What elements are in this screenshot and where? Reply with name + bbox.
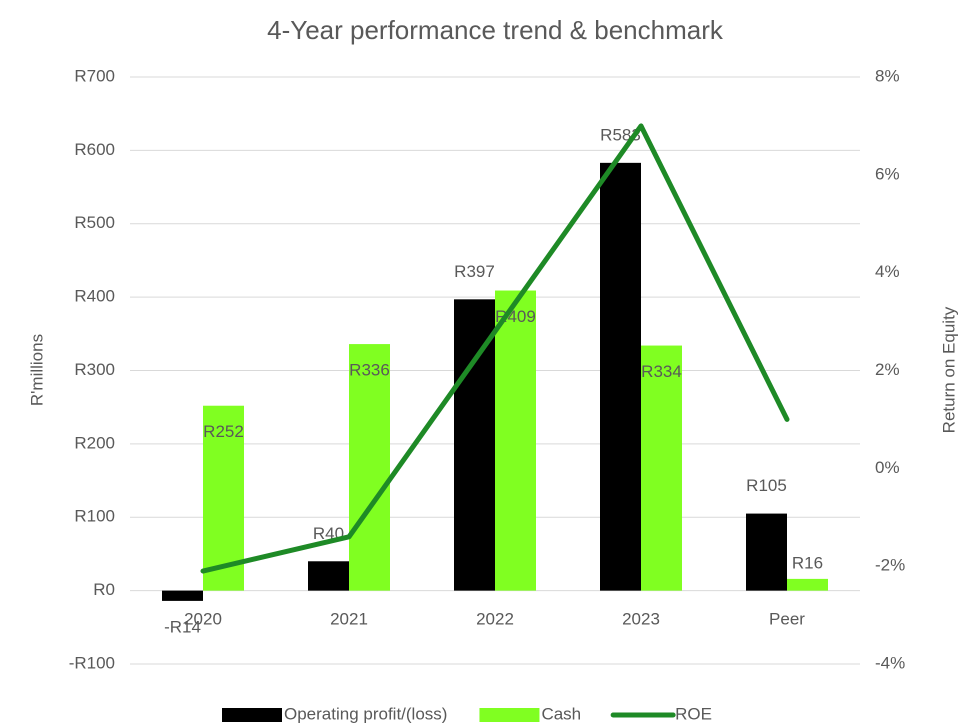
y-tick-label: -R100	[69, 653, 115, 672]
bar	[600, 162, 641, 591]
y-tick-label: R500	[74, 213, 115, 232]
data-label: R409	[495, 307, 536, 326]
bar	[746, 513, 787, 591]
y-axis-title: R'millions	[27, 334, 46, 406]
y-tick-label: R400	[74, 287, 115, 306]
y2-tick-label: 4%	[875, 262, 900, 281]
x-tick-label: Peer	[769, 609, 805, 628]
x-tick-label: 2023	[622, 609, 660, 628]
bar	[495, 290, 536, 591]
y-tick-label: R100	[74, 507, 115, 526]
data-label: R252	[203, 422, 244, 441]
data-label: R336	[349, 361, 390, 380]
y-tick-label: R300	[74, 360, 115, 379]
legend-label: Operating profit/(loss)	[284, 704, 447, 723]
y2-tick-label: -2%	[875, 556, 905, 575]
data-label: R397	[454, 262, 495, 281]
bar	[349, 344, 390, 591]
bar	[203, 405, 244, 591]
data-label: R334	[641, 362, 682, 381]
bar	[308, 561, 349, 591]
y-tick-label: R600	[74, 140, 115, 159]
x-tick-label: 2020	[184, 609, 222, 628]
y-tick-label: R0	[93, 580, 115, 599]
y2-tick-label: 8%	[875, 66, 900, 85]
bar	[162, 590, 203, 601]
line	[200, 123, 790, 574]
legend-label: ROE	[675, 704, 712, 723]
x-tick-label: 2021	[330, 609, 368, 628]
y-tick-label: R700	[74, 66, 115, 85]
legend-label: Cash	[541, 704, 581, 723]
bar	[787, 578, 828, 591]
bar	[454, 299, 495, 591]
y2-tick-label: 0%	[875, 458, 900, 477]
data-label: R16	[792, 553, 823, 572]
y2-axis-title: Return on Equity	[939, 306, 958, 433]
y2-tick-label: -4%	[875, 653, 905, 672]
x-tick-label: 2022	[476, 609, 514, 628]
y2-tick-label: 6%	[875, 164, 900, 183]
y-tick-label: R200	[74, 433, 115, 452]
chart-title: 4-Year performance trend & benchmark	[267, 15, 724, 45]
legend-swatch	[479, 708, 540, 722]
data-label: R105	[746, 476, 787, 495]
legend-swatch	[222, 708, 282, 722]
y2-tick-label: 2%	[875, 360, 900, 379]
bar	[641, 345, 682, 591]
data-label: -R14	[164, 617, 201, 636]
